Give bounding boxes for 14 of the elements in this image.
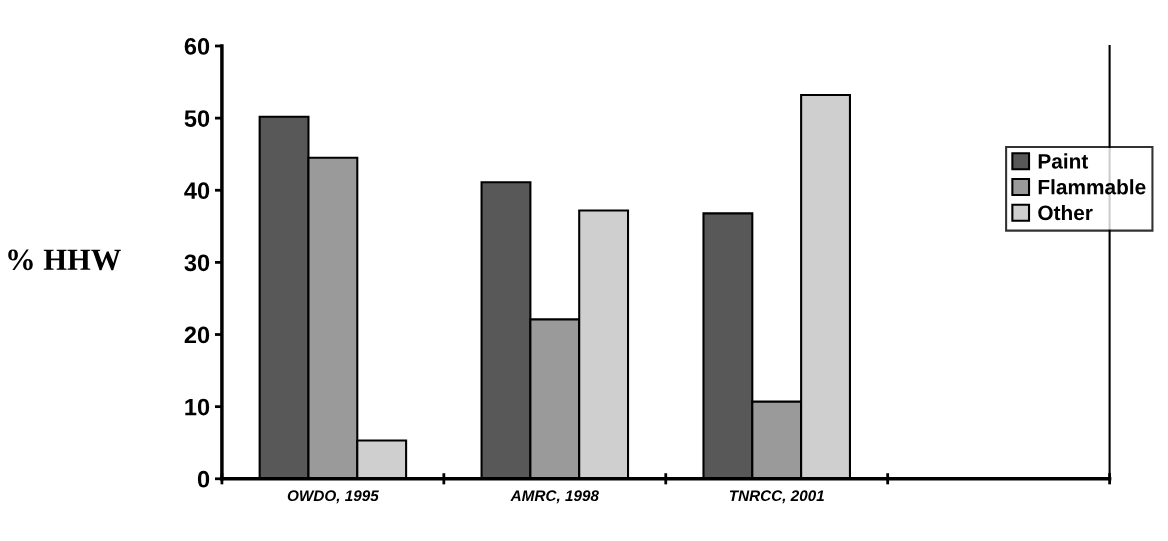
legend-label: Other <box>1038 204 1093 221</box>
y-tick-label: 10 <box>185 398 210 416</box>
y-tick-label: 30 <box>184 254 210 272</box>
y-tick-label: 50 <box>184 110 210 127</box>
legend-label: Flammable <box>1038 179 1146 195</box>
x-tick-label: OWDO, 1995 <box>287 490 379 504</box>
legend-label: Paint <box>1038 153 1089 169</box>
x-tick-label: TNRCC, 2001 <box>729 490 824 504</box>
y-tick-label: 40 <box>184 182 210 200</box>
y-tick-label: 20 <box>184 326 210 344</box>
y-tick-label: 60 <box>184 38 210 55</box>
y-tick-label: 0 <box>197 470 210 488</box>
x-tick-label: AMRC, 1998 <box>510 490 599 504</box>
y-axis-title: % HHW <box>8 249 121 271</box>
